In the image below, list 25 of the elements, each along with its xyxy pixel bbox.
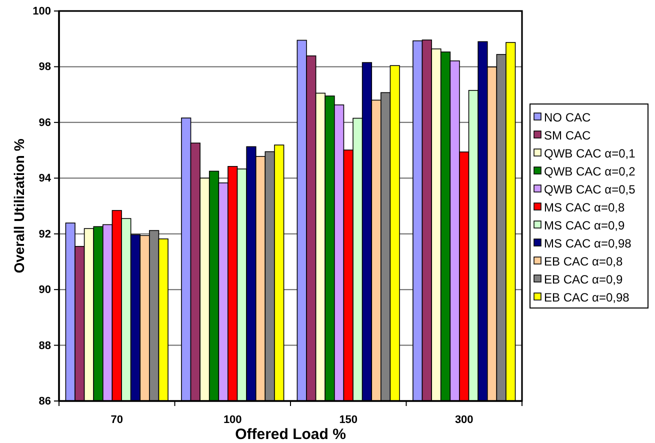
y-tick-label: 90 — [38, 284, 51, 296]
legend-label: EB CAC α=0,8 — [544, 254, 623, 268]
y-tick-label: 100 — [32, 6, 51, 18]
y-tick-label: 98 — [38, 61, 51, 74]
legend-label: MS CAC α=0,98 — [544, 236, 632, 250]
x-tick-label: 100 — [223, 414, 242, 426]
legend-label: QWB CAC α=0,2 — [544, 164, 636, 178]
x-tick-label: 70 — [110, 414, 123, 426]
y-tick-label: 94 — [38, 172, 52, 185]
y-tick-label: 96 — [38, 116, 51, 129]
legend-label: MS CAC α=0,9 — [544, 218, 625, 232]
y-tick-label: 88 — [38, 340, 51, 352]
legend-label: QWB CAC α=0,5 — [544, 182, 636, 196]
legend-label: EB CAC α=0,9 — [544, 272, 623, 286]
x-tick-label: 150 — [339, 414, 358, 426]
y-axis-title: Overall Utilization % — [11, 138, 27, 274]
legend-label: NO CAC — [544, 110, 592, 124]
legend-label: EB CAC α=0,98 — [544, 290, 630, 304]
legend-label: MS CAC α=0,8 — [544, 200, 625, 214]
x-axis-title: Offered Load % — [235, 426, 346, 443]
legend-label: SM CAC — [544, 128, 592, 142]
y-tick-label: 86 — [38, 396, 51, 408]
y-tick-label: 92 — [38, 228, 51, 240]
legend-label: QWB CAC α=0,1 — [544, 146, 636, 160]
x-tick-label: 300 — [454, 414, 474, 426]
